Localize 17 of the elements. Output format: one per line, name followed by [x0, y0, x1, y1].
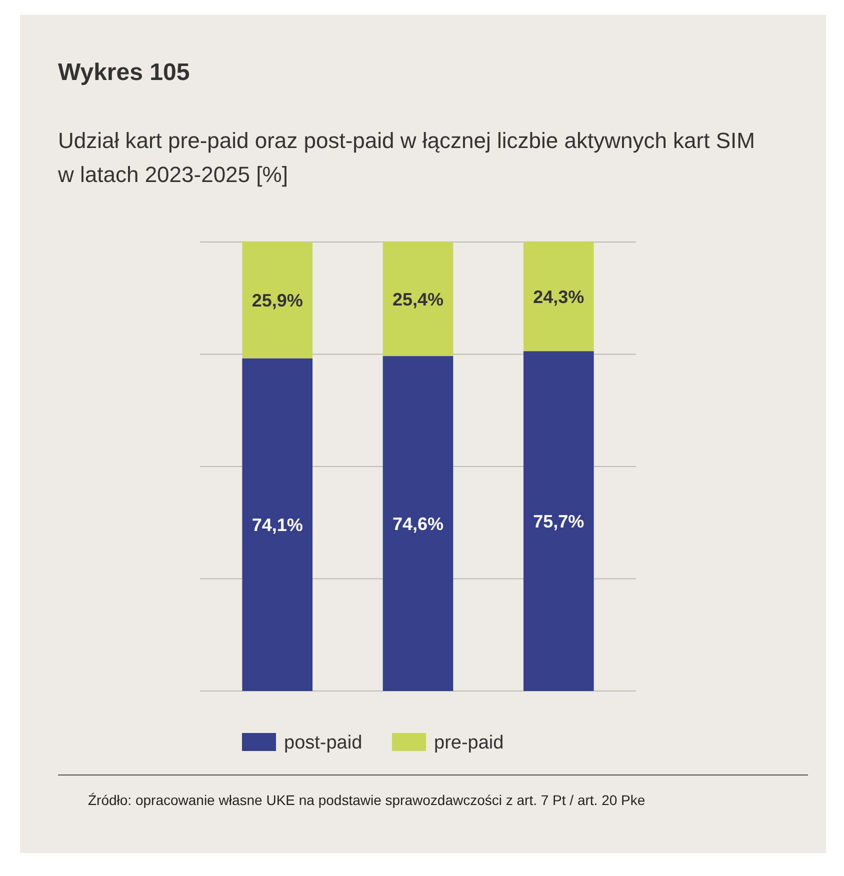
chart-title: Wykres 105 [58, 59, 190, 86]
legend-label: post-paid [284, 732, 362, 754]
data-label: 75,7% [533, 511, 584, 532]
data-label: 25,4% [392, 289, 444, 310]
legend-label: pre-paid [434, 732, 504, 754]
text: Źródło: opracowanie własne UKE na podstawie sprawozdawczości z art. 7 Pt / art. 20 Pke [88, 792, 646, 808]
bar [242, 242, 313, 358]
bar [523, 351, 594, 691]
bar [242, 358, 313, 691]
data-label: 74,1% [252, 514, 303, 535]
bar [523, 242, 594, 352]
data-label: 74,6% [392, 514, 444, 534]
data-label: 25,9% [252, 290, 303, 310]
chart-subtitle: Udział kart pre-paid oraz post-paid w łącznej liczbie aktywnych kart SIM w latach 2023-2025 [%] [57, 128, 755, 187]
bar [382, 356, 454, 691]
data-label: 24,3% [533, 286, 584, 307]
bar [382, 242, 454, 356]
